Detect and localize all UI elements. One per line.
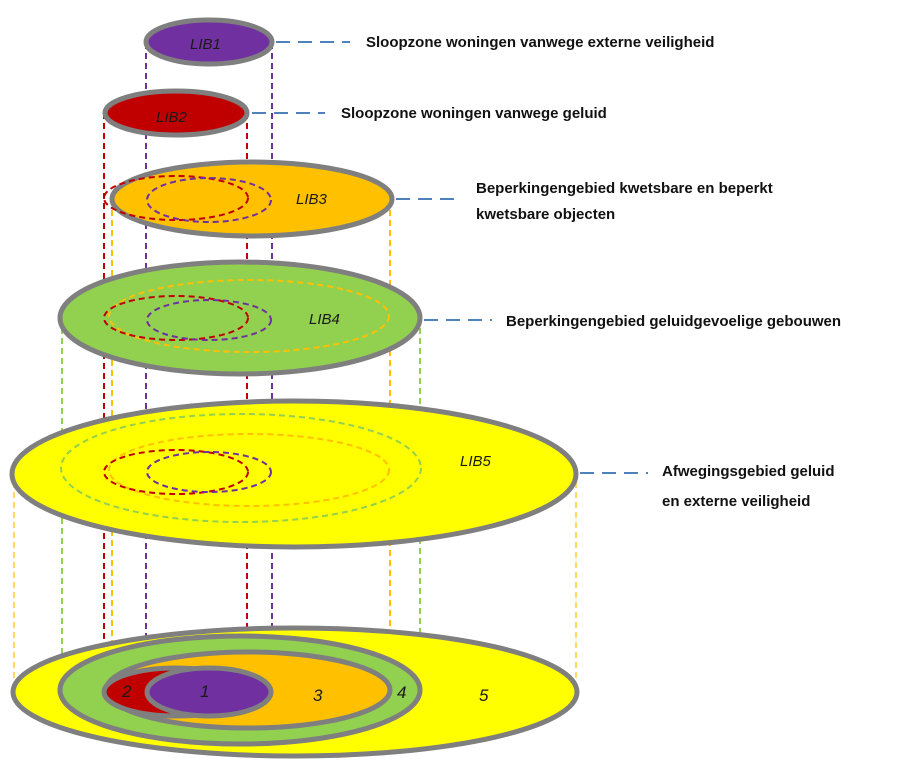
lib5-inner-lib2-outline <box>103 449 249 495</box>
layer-labels: LIB1 LIB2 LIB3 LIB4 LIB5 <box>156 36 492 470</box>
lib4-label: LIB4 <box>309 311 340 328</box>
lib1-label: LIB1 <box>190 36 221 53</box>
lib5-ellipse <box>9 398 579 550</box>
lib4-ellipse <box>57 259 423 377</box>
layer-lib4 <box>57 259 423 377</box>
lib3-description-line1: Beperkingengebied kwetsbare en beperkt <box>476 180 773 197</box>
zone-number-1: 1 <box>200 682 209 701</box>
layer-lib3 <box>103 159 395 239</box>
lib4-description: Beperkingengebied geluidgevoelige gebouw… <box>506 313 841 330</box>
zone-descriptions: Sloopzone woningen vanwege externe veili… <box>341 34 841 510</box>
lib2-label: LIB2 <box>156 109 188 126</box>
lib2-ellipse <box>102 88 250 138</box>
lib3-inner-lib2-outline <box>103 175 249 221</box>
lib4-inner-lib2-outline <box>103 295 249 341</box>
lib3-description-line2: kwetsbare objecten <box>476 206 615 223</box>
lib4-inner-lib3-outline <box>108 279 390 353</box>
layer-lib5 <box>9 398 579 550</box>
layer-lib1 <box>143 17 275 67</box>
lib3-inner-lib1-outline <box>146 177 272 223</box>
zone-1-base <box>144 665 274 719</box>
zone-number-4: 4 <box>397 683 406 702</box>
lib5-inner-lib4-outline <box>60 413 422 523</box>
lib5-inner-lib1-outline <box>146 451 272 493</box>
lib3-label: LIB3 <box>296 191 328 208</box>
lib5-description-line1: Afwegingsgebied geluid <box>662 463 835 480</box>
layer-lib2 <box>102 88 250 138</box>
zone-number-2: 2 <box>121 682 132 701</box>
lib1-description: Sloopzone woningen vanwege externe veili… <box>366 34 714 51</box>
zone-numbers: 1 2 3 4 5 <box>121 682 489 705</box>
lib5-inner-lib3-outline <box>108 433 390 507</box>
lib5-label: LIB5 <box>460 453 492 470</box>
zone-number-5: 5 <box>479 686 489 705</box>
leader-lines <box>252 41 648 474</box>
zone-number-3: 3 <box>313 686 323 705</box>
lib1-ellipse <box>143 17 275 67</box>
lib2-description: Sloopzone woningen vanwege geluid <box>341 105 607 122</box>
combined-zones <box>10 625 580 759</box>
lib3-ellipse <box>109 159 395 239</box>
lib5-description-line2: en externe veiligheid <box>662 493 810 510</box>
lib4-inner-lib1-outline <box>146 299 272 341</box>
